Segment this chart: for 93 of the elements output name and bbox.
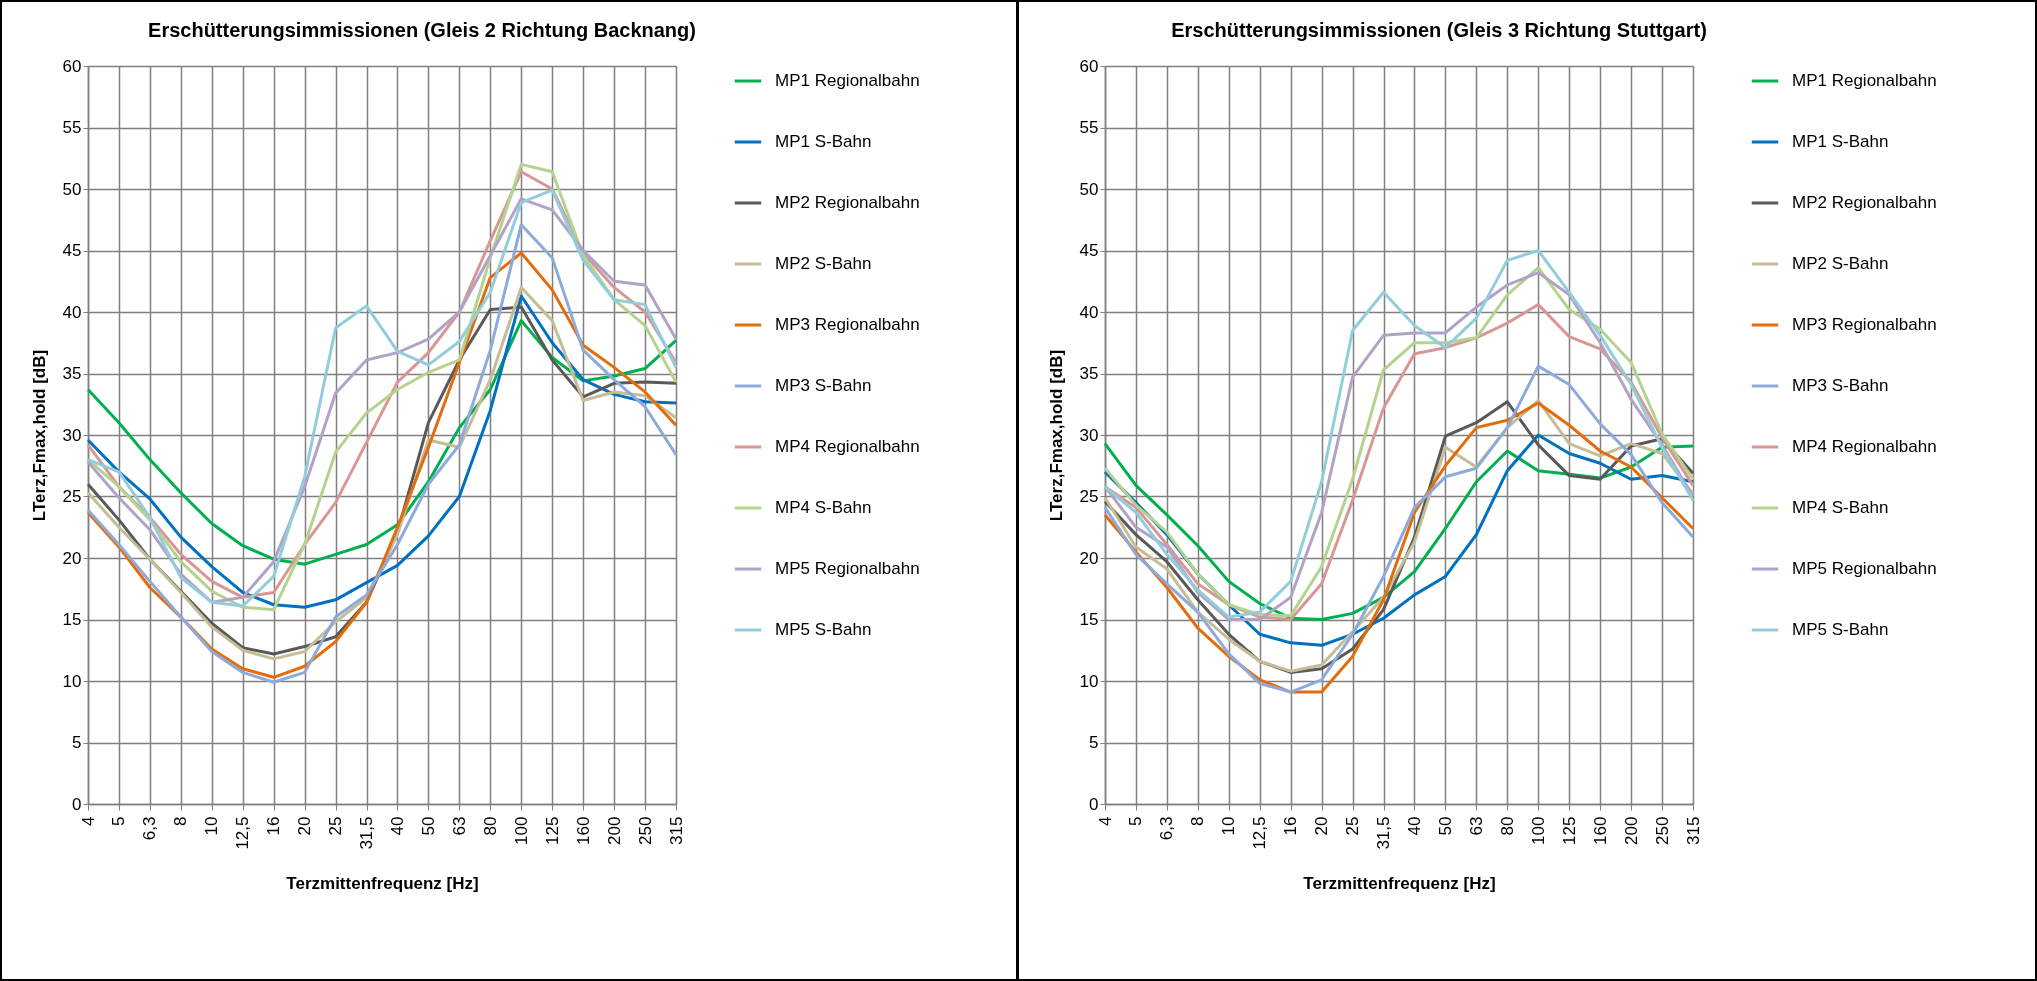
y-tick-label: 60 bbox=[1079, 56, 1099, 76]
y-tick-label: 20 bbox=[1079, 548, 1099, 568]
y-tick-label: 30 bbox=[1079, 425, 1099, 445]
y-tick-label: 20 bbox=[62, 548, 82, 568]
legend-label: MP2 Regionalbahn bbox=[1792, 193, 1937, 212]
x-tick-label: 125 bbox=[542, 816, 562, 845]
x-tick-label: 315 bbox=[666, 816, 686, 845]
y-tick-label: 55 bbox=[62, 118, 82, 137]
y-tick-label: 50 bbox=[1079, 179, 1099, 199]
legend-label: MP1 Regionalbahn bbox=[775, 71, 920, 90]
y-tick-label: 40 bbox=[62, 302, 82, 322]
legend-label: MP2 S-Bahn bbox=[1792, 254, 1889, 273]
x-tick-label: 40 bbox=[1404, 816, 1424, 836]
legend-label: MP1 Regionalbahn bbox=[1792, 71, 1937, 90]
y-tick-label: 60 bbox=[62, 56, 82, 76]
legend-label: MP5 Regionalbahn bbox=[1792, 559, 1937, 578]
legend-label: MP4 Regionalbahn bbox=[1792, 437, 1937, 456]
x-tick-label: 50 bbox=[1435, 816, 1455, 836]
x-tick-label: 160 bbox=[573, 816, 593, 845]
y-tick-label: 0 bbox=[72, 794, 82, 814]
x-tick-label: 4 bbox=[78, 816, 98, 826]
chart-title: Erschütterungsimmissionen (Gleis 3 Richtung Stuttgart) bbox=[1171, 19, 1707, 41]
x-tick-label: 16 bbox=[1281, 816, 1301, 836]
legend-label: MP1 S-Bahn bbox=[1792, 132, 1889, 151]
x-tick-label: 5 bbox=[109, 816, 129, 826]
legend-label: MP5 S-Bahn bbox=[775, 620, 872, 639]
x-tick-label: 8 bbox=[1188, 816, 1208, 826]
y-tick-label: 25 bbox=[1079, 487, 1099, 506]
x-tick-label: 200 bbox=[604, 816, 624, 845]
legend-label: MP2 Regionalbahn bbox=[775, 193, 920, 212]
legend-label: MP5 S-Bahn bbox=[1792, 620, 1889, 639]
y-tick-label: 35 bbox=[1079, 364, 1099, 383]
y-tick-label: 55 bbox=[1079, 118, 1099, 137]
x-tick-label: 4 bbox=[1095, 816, 1115, 826]
y-tick-label: 25 bbox=[62, 487, 82, 506]
x-tick-label: 250 bbox=[635, 816, 655, 845]
x-tick-label: 63 bbox=[1466, 816, 1486, 836]
x-tick-label: 12,5 bbox=[1250, 816, 1270, 850]
y-axis-title: LTerz,Fmax,hold [dB] bbox=[29, 349, 49, 522]
legend-label: MP4 S-Bahn bbox=[1792, 498, 1889, 517]
legend-label: MP3 S-Bahn bbox=[775, 376, 872, 395]
x-tick-label: 80 bbox=[480, 816, 500, 836]
x-tick-label: 63 bbox=[449, 816, 469, 836]
x-tick-label: 125 bbox=[1559, 816, 1579, 845]
x-tick-label: 5 bbox=[1126, 816, 1146, 826]
x-tick-label: 100 bbox=[511, 816, 531, 845]
x-tick-label: 8 bbox=[171, 816, 191, 826]
y-tick-label: 5 bbox=[72, 733, 82, 752]
line-series bbox=[86, 294, 678, 609]
y-tick-label: 10 bbox=[62, 671, 82, 691]
x-tick-label: 12,5 bbox=[233, 816, 253, 850]
x-tick-label: 100 bbox=[1528, 816, 1548, 845]
y-tick-label: 45 bbox=[62, 241, 82, 260]
x-tick-label: 250 bbox=[1652, 816, 1672, 845]
legend-label: MP5 Regionalbahn bbox=[775, 559, 920, 578]
x-tick-label: 25 bbox=[1343, 816, 1363, 836]
legend-label: MP4 S-Bahn bbox=[775, 498, 872, 517]
x-tick-label: 10 bbox=[202, 816, 222, 836]
y-tick-label: 45 bbox=[1079, 241, 1099, 260]
legend-label: MP3 Regionalbahn bbox=[775, 315, 920, 334]
x-tick-label: 31,5 bbox=[1374, 816, 1394, 850]
x-tick-label: 6,3 bbox=[1157, 816, 1177, 841]
y-tick-label: 10 bbox=[1079, 671, 1099, 691]
legend-label: MP2 S-Bahn bbox=[775, 254, 872, 273]
x-tick-label: 20 bbox=[1312, 816, 1332, 836]
y-tick-label: 5 bbox=[1089, 733, 1099, 752]
legend-label: MP4 Regionalbahn bbox=[775, 437, 920, 456]
x-tick-label: 160 bbox=[1590, 816, 1610, 845]
x-tick-label: 315 bbox=[1683, 816, 1703, 845]
y-tick-label: 15 bbox=[62, 610, 82, 629]
x-tick-label: 40 bbox=[387, 816, 407, 836]
chart-title: Erschütterungsimmissionen (Gleis 2 Richtung Backnang) bbox=[148, 19, 696, 41]
y-tick-label: 30 bbox=[62, 425, 82, 445]
x-tick-label: 16 bbox=[264, 816, 284, 836]
x-tick-label: 50 bbox=[418, 816, 438, 836]
x-tick-label: 80 bbox=[1497, 816, 1517, 836]
y-tick-label: 50 bbox=[62, 179, 82, 199]
x-tick-label: 20 bbox=[295, 816, 315, 836]
y-tick-label: 15 bbox=[1079, 610, 1099, 629]
x-tick-label: 6,3 bbox=[140, 816, 160, 841]
x-tick-label: 31,5 bbox=[357, 816, 377, 850]
x-tick-label: 25 bbox=[326, 816, 346, 836]
y-axis-title: LTerz,Fmax,hold [dB] bbox=[1046, 349, 1066, 522]
y-tick-label: 0 bbox=[1089, 794, 1099, 814]
legend-label: MP3 Regionalbahn bbox=[1792, 315, 1937, 334]
y-tick-label: 35 bbox=[62, 364, 82, 383]
legend-label: MP1 S-Bahn bbox=[775, 132, 872, 151]
legend-label: MP3 S-Bahn bbox=[1792, 376, 1889, 395]
x-axis-title: Terzmittenfrequenz [Hz] bbox=[1303, 873, 1496, 893]
y-tick-label: 40 bbox=[1079, 302, 1099, 322]
x-axis-title: Terzmittenfrequenz [Hz] bbox=[286, 873, 479, 893]
x-tick-label: 200 bbox=[1621, 816, 1641, 845]
x-tick-label: 10 bbox=[1219, 816, 1239, 836]
